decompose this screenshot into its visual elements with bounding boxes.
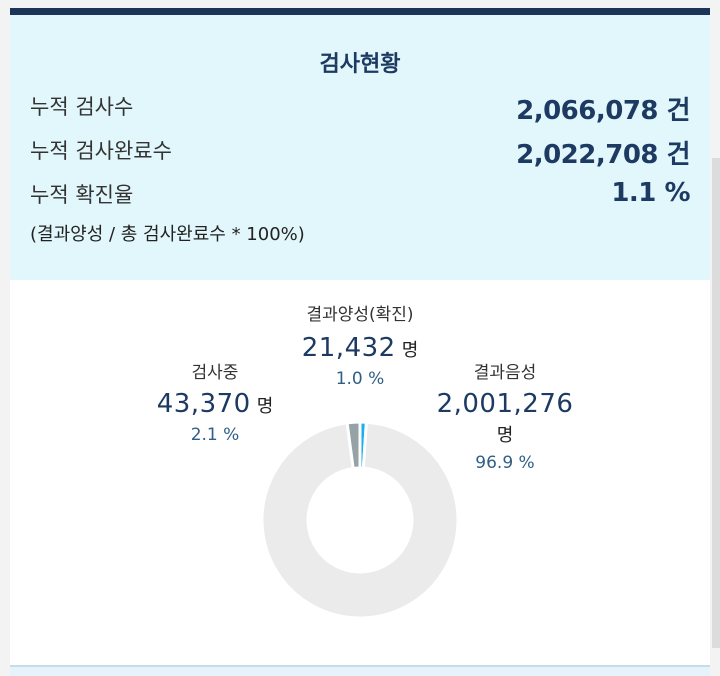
negative-label-group: 결과음성 2,001,276 명 96.9 %	[425, 358, 585, 473]
donut-slice-negative	[260, 420, 460, 620]
completed-tests-label: 누적 검사완료수	[30, 139, 172, 163]
summary-panel: 검사현황 누적 검사수 2,066,078 건 누적 검사완료수 2,022,7…	[10, 15, 710, 280]
in-progress-slice-unit: 명	[256, 396, 274, 417]
card-top-bar	[10, 8, 710, 15]
donut-svg	[260, 420, 460, 620]
positive-label-group: 결과양성(확진) 21,432 명 1.0 %	[240, 300, 480, 389]
in-progress-slice-count: 43,370	[156, 389, 251, 419]
in-progress-slice-percent: 2.1 %	[190, 425, 240, 445]
total-tests-value: 2,066,078 건	[516, 96, 690, 126]
next-section-edge	[10, 665, 710, 676]
page-scrollbar[interactable]	[712, 158, 720, 648]
positive-slice-percent: 1.0 %	[335, 369, 385, 389]
summary-title: 검사현황	[319, 52, 401, 77]
positive-slice-count: 21,432	[301, 333, 396, 363]
negative-slice-count: 2,001,276	[436, 389, 574, 419]
donut-slice-in-progress	[345, 420, 362, 471]
in-progress-label-group: 검사중 43,370 명 2.1 %	[140, 358, 290, 445]
positive-slice-unit: 명	[401, 340, 419, 361]
positive-rate-label: 누적 확진율	[30, 183, 134, 207]
positive-rate-value: 1.1 %	[611, 178, 690, 208]
negative-slice-unit: 명	[496, 425, 514, 446]
test-result-donut-chart: 결과양성(확진) 21,432 명 1.0 % 검사중 43,370 명 2.1 %…	[10, 280, 710, 665]
negative-slice-name: 결과음성	[473, 363, 537, 383]
in-progress-slice-name: 검사중	[191, 363, 239, 383]
positive-slice-name: 결과양성(확진)	[306, 305, 414, 325]
testing-status-card: 검사현황 누적 검사수 2,066,078 건 누적 검사완료수 2,022,7…	[10, 8, 710, 676]
negative-slice-percent: 96.9 %	[475, 453, 535, 473]
completed-tests-value: 2,022,708 건	[516, 140, 690, 170]
positive-rate-formula-note: (결과양성 / 총 검사완료수 * 100%)	[30, 224, 305, 245]
total-tests-label: 누적 검사수	[30, 95, 134, 119]
